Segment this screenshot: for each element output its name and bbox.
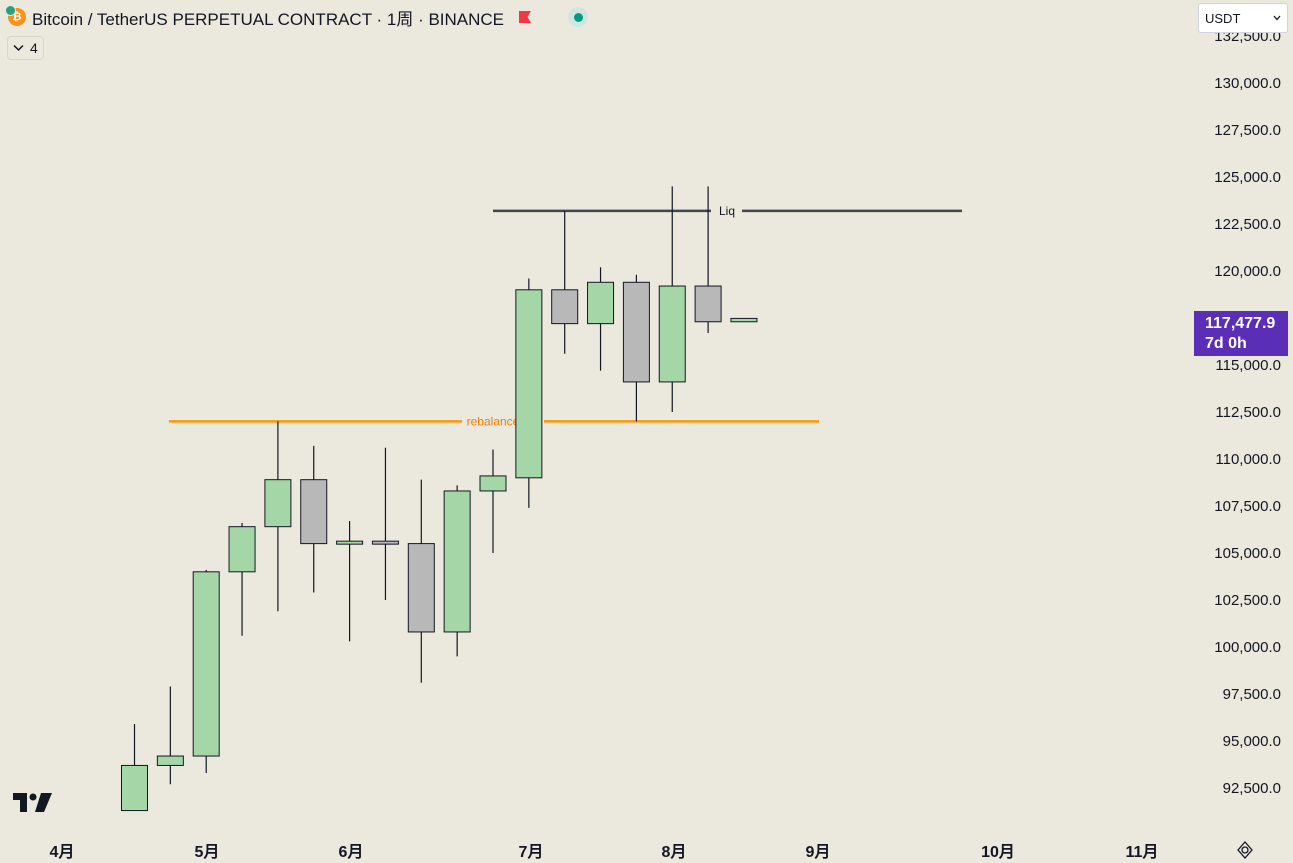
rebalance-label: rebalance — [467, 414, 520, 428]
candle[interactable] — [156, 686, 184, 785]
candle[interactable] — [622, 274, 650, 422]
price-tick: 100,000.0 — [1214, 639, 1281, 656]
candle[interactable] — [121, 724, 148, 812]
currency-select[interactable]: USDT — [1198, 3, 1288, 33]
current-price-label: 117,477.9 7d 0h — [1194, 311, 1288, 356]
candle-body — [300, 479, 328, 545]
price-tick: 105,000.0 — [1214, 545, 1281, 562]
candle[interactable] — [730, 317, 758, 323]
candle-body — [264, 479, 292, 528]
price-tick: 130,000.0 — [1214, 75, 1281, 92]
candle[interactable] — [551, 210, 579, 354]
bar-countdown: 7d 0h — [1205, 335, 1247, 352]
price-tick: 120,000.0 — [1214, 263, 1281, 280]
indicators-collapse-button[interactable]: 4 — [7, 36, 44, 60]
candle[interactable] — [192, 569, 220, 773]
bitcoin-icon: ₿ — [5, 5, 26, 26]
settings-icon[interactable] — [1236, 841, 1254, 859]
candles — [121, 186, 758, 812]
candle-body — [371, 540, 399, 545]
candle[interactable] — [407, 479, 435, 683]
annotation-lines: Liq rebalance — [169, 204, 962, 428]
indicator-count: 4 — [30, 40, 38, 56]
candle-body — [228, 526, 256, 573]
candle[interactable] — [515, 278, 543, 508]
currency-value: USDT — [1205, 10, 1241, 26]
candle[interactable] — [264, 421, 292, 612]
candle[interactable] — [300, 445, 328, 593]
chart-header: ₿ Bitcoin / TetherUS PERPETUAL CONTRACT … — [5, 4, 589, 30]
time-tick: 9月 — [806, 843, 831, 861]
candle-body — [156, 755, 184, 766]
price-tick: 115,000.0 — [1215, 357, 1281, 374]
candle[interactable] — [228, 522, 256, 636]
candle[interactable] — [479, 449, 507, 553]
candle-body — [694, 285, 722, 323]
candle-body — [551, 289, 579, 325]
price-axis: 132,500.0130,000.0127,500.0125,000.0122,… — [1214, 28, 1281, 797]
candle[interactable] — [443, 485, 471, 657]
candle[interactable] — [658, 186, 686, 412]
candle-body — [192, 571, 220, 757]
chevron-down-icon — [1273, 15, 1281, 21]
candle-body — [443, 490, 471, 633]
candle[interactable] — [587, 267, 615, 371]
price-tick: 127,500.0 — [1214, 122, 1281, 139]
current-price: 117,477.9 — [1205, 315, 1276, 332]
candle-body — [622, 281, 650, 383]
flag-icon[interactable] — [518, 10, 532, 24]
time-tick: 10月 — [981, 843, 1015, 861]
candle-body — [479, 475, 507, 492]
price-tick: 92,500.0 — [1223, 780, 1281, 797]
candle-body — [658, 285, 686, 383]
candle[interactable] — [371, 447, 399, 600]
market-status-icon — [568, 7, 589, 27]
time-tick: 8月 — [662, 843, 687, 861]
candle[interactable] — [336, 521, 364, 642]
candle-body — [515, 289, 543, 479]
price-tick: 107,500.0 — [1214, 498, 1281, 515]
candle-body — [121, 764, 148, 812]
price-tick: 102,500.0 — [1214, 592, 1281, 609]
price-tick: 125,000.0 — [1214, 169, 1281, 186]
time-tick: 11月 — [1126, 843, 1159, 861]
symbol-title[interactable]: Bitcoin / TetherUS PERPETUAL CONTRACT · … — [32, 9, 505, 29]
candle-body — [730, 317, 758, 323]
price-tick: 110,000.0 — [1215, 451, 1281, 468]
time-axis: 4月 5月 6月 7月 8月 9月 10月 11月 — [50, 843, 1159, 861]
time-tick: 5月 — [195, 843, 220, 861]
time-tick: 7月 — [519, 843, 544, 861]
time-tick: 4月 — [50, 843, 75, 861]
price-tick: 112,500.0 — [1215, 404, 1281, 421]
tradingview-logo[interactable] — [13, 793, 53, 813]
price-tick: 122,500.0 — [1214, 216, 1281, 233]
candle[interactable] — [694, 186, 722, 334]
price-tick: 97,500.0 — [1223, 686, 1281, 703]
chevron-down-icon — [13, 44, 24, 52]
candle-body — [587, 281, 615, 325]
price-tick: 95,000.0 — [1223, 733, 1281, 750]
candle-body — [336, 540, 364, 545]
time-tick: 6月 — [339, 843, 364, 861]
liq-label: Liq — [719, 204, 735, 218]
candle-body — [407, 543, 435, 633]
